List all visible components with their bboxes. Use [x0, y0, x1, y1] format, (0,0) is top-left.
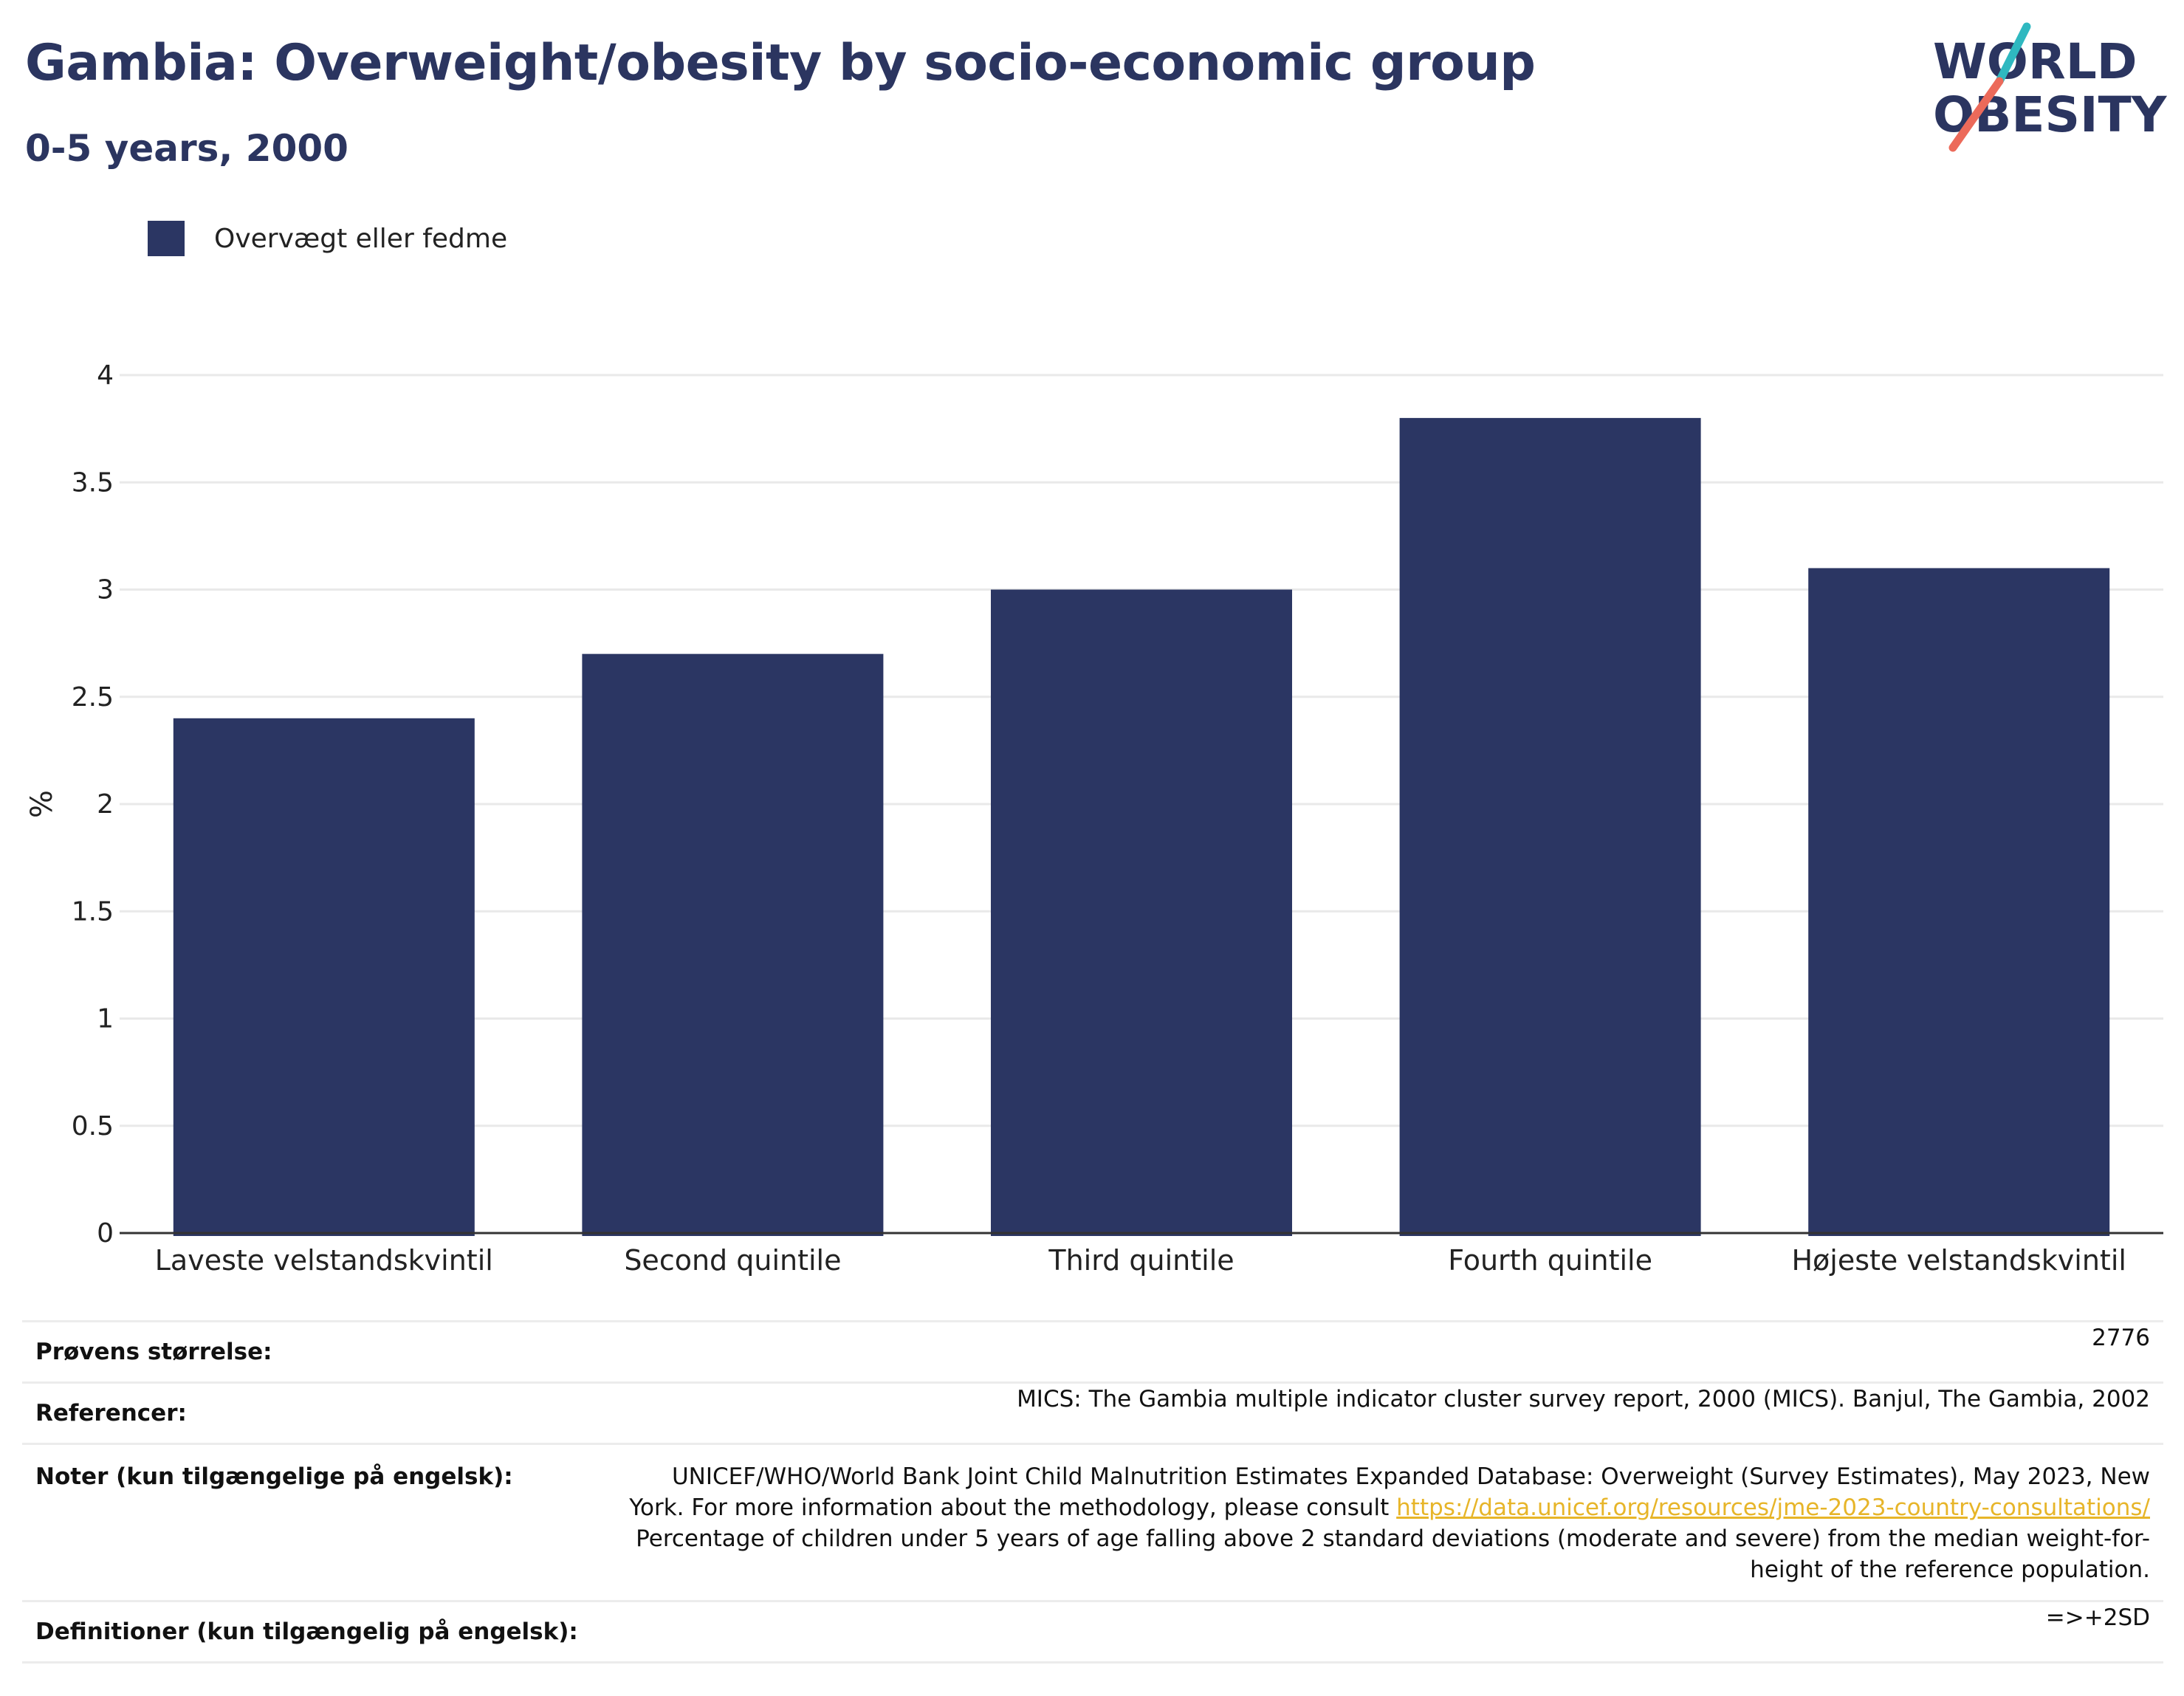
- sample-size-value: 2776: [610, 1320, 2163, 1384]
- bar: [173, 718, 475, 1236]
- notes-link[interactable]: https://data.unicef.org/resources/jme-20…: [1396, 1494, 2150, 1521]
- bar: [990, 589, 1293, 1236]
- notes-value: UNICEF/WHO/World Bank Joint Child Malnut…: [610, 1443, 2163, 1602]
- logo-line2: OBESITY: [1933, 86, 2168, 143]
- chart-subtitle: 0-5 years, 2000: [25, 127, 348, 170]
- notes-label: Noter (kun tilgængelige på engelsk):: [22, 1443, 610, 1602]
- y-tick-label: 1: [97, 1004, 114, 1034]
- notes-text-2: Percentage of children under 5 years of …: [636, 1525, 2150, 1583]
- definitions-row: Definitioner (kun tilgængelig på engelsk…: [22, 1600, 2163, 1664]
- y-axis-label: %: [25, 790, 59, 818]
- y-tick-label: 3: [97, 575, 114, 605]
- y-tick-label: 1.5: [72, 896, 114, 927]
- definitions-value: =>+2SD: [610, 1600, 2163, 1664]
- sample-size-label: Prøvens størrelse:: [22, 1320, 610, 1384]
- legend-swatch: [148, 221, 185, 256]
- legend-label: Overvægt eller fedme: [214, 223, 508, 254]
- bar-chart: 0 0.5 1 1.5 2 2.5 3 3.5 4 Laveste velstandskvinti…: [25, 360, 2163, 1277]
- legend: Overvægt eller fedme: [148, 220, 507, 257]
- bar: [1808, 568, 2110, 1236]
- x-tick-label: Fourth quintile: [1448, 1244, 1652, 1277]
- y-tick-label: 3.5: [72, 467, 114, 498]
- x-tick-label: Third quintile: [1048, 1244, 1234, 1277]
- logo-slash-bottom: [1948, 77, 2004, 152]
- notes-row: Noter (kun tilgængelige på engelsk): UNI…: [22, 1443, 2163, 1602]
- notes-text-1: UNICEF/WHO/World Bank Joint Child Malnut…: [629, 1463, 2150, 1521]
- references-label: Referencer:: [22, 1381, 610, 1445]
- logo-line1: WORLD: [1933, 33, 2137, 90]
- logo-slash-top: [1995, 22, 2031, 86]
- sample-size-row: Prøvens størrelse: 2776: [22, 1320, 2163, 1384]
- world-obesity-logo: WORLD OBESITY: [1933, 22, 2168, 152]
- y-tick-label: 2.5: [72, 682, 114, 713]
- y-tick-label: 0: [97, 1218, 114, 1249]
- bar: [1399, 418, 1701, 1236]
- info-table: Prøvens størrelse: 2776 Referencer: MICS…: [22, 1320, 2163, 1664]
- definitions-label: Definitioner (kun tilgængelig på engelsk…: [22, 1600, 610, 1664]
- x-tick-label: Second quintile: [624, 1244, 841, 1277]
- y-tick-label: 4: [97, 360, 114, 391]
- references-value: MICS: The Gambia multiple indicator clus…: [610, 1381, 2163, 1445]
- chart-title: Gambia: Overweight/obesity by socio-econ…: [25, 34, 1536, 92]
- x-tick-label: Højeste velstandskvintil: [1791, 1244, 2126, 1277]
- y-tick-label: 2: [97, 789, 114, 820]
- y-tick-label: 0.5: [72, 1111, 114, 1141]
- references-row: Referencer: MICS: The Gambia multiple in…: [22, 1381, 2163, 1445]
- bar: [582, 653, 884, 1236]
- x-tick-label: Laveste velstandskvintil: [155, 1244, 493, 1277]
